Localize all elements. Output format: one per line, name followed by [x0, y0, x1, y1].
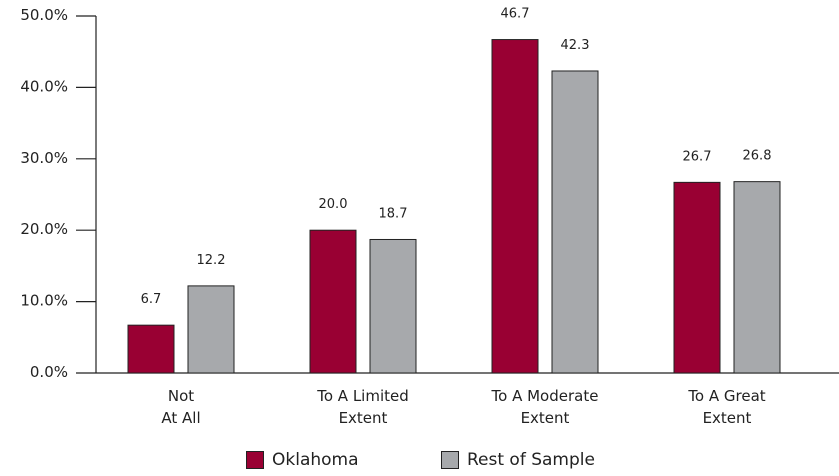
bar [187, 285, 235, 374]
bar [733, 181, 781, 374]
legend-swatch-oklahoma [246, 451, 264, 469]
category-label: Extent [339, 409, 388, 427]
data-label: 12.2 [197, 253, 226, 268]
category-label: Extent [521, 409, 570, 427]
bar [127, 324, 175, 374]
y-tick-label: 50.0% [20, 6, 68, 24]
data-label: 26.7 [683, 149, 712, 164]
legend-label-oklahoma: Oklahoma [272, 450, 359, 470]
legend: Oklahoma Rest of Sample [0, 450, 839, 476]
legend-item-rest-of-sample: Rest of Sample [441, 450, 595, 470]
y-tick-label: 40.0% [20, 77, 68, 95]
category-label: To A Limited [316, 387, 409, 405]
category-label: Extent [703, 409, 752, 427]
bar [369, 238, 417, 374]
y-ticks: 0.0% 10.0% 20.0% 30.0% 40.0% 50.0% [20, 6, 96, 381]
bar [673, 181, 721, 374]
category-label: Not [168, 387, 194, 405]
data-label: 18.7 [379, 206, 408, 221]
category-labels: Not At All To A Limited Extent To A Moderate… [161, 387, 765, 427]
y-tick-label: 30.0% [20, 149, 68, 167]
data-label: 6.7 [141, 292, 162, 307]
bar [309, 229, 357, 374]
bar [491, 39, 539, 374]
category-label: To A Moderate [491, 387, 599, 405]
y-tick-label: 20.0% [20, 220, 68, 238]
y-tick-label: 10.0% [20, 292, 68, 310]
bars [127, 39, 781, 374]
legend-swatch-rest-of-sample [441, 451, 459, 469]
data-label: 20.0 [319, 197, 348, 212]
data-label: 46.7 [501, 7, 530, 22]
bar-chart: 0.0% 10.0% 20.0% 30.0% 40.0% 50.0% 6.7 12.2 20.… [20, 6, 839, 427]
data-labels: 6.7 12.2 20.0 18.7 46.7 42.3 26.7 26.8 [141, 7, 772, 308]
category-label: At All [161, 409, 200, 427]
data-label: 26.8 [743, 149, 772, 164]
legend-label-rest-of-sample: Rest of Sample [467, 450, 595, 470]
category-label: To A Great [687, 387, 765, 405]
legend-item-oklahoma: Oklahoma [246, 450, 359, 470]
data-label: 42.3 [561, 38, 590, 53]
y-tick-label: 0.0% [30, 363, 68, 381]
bar [551, 70, 599, 374]
